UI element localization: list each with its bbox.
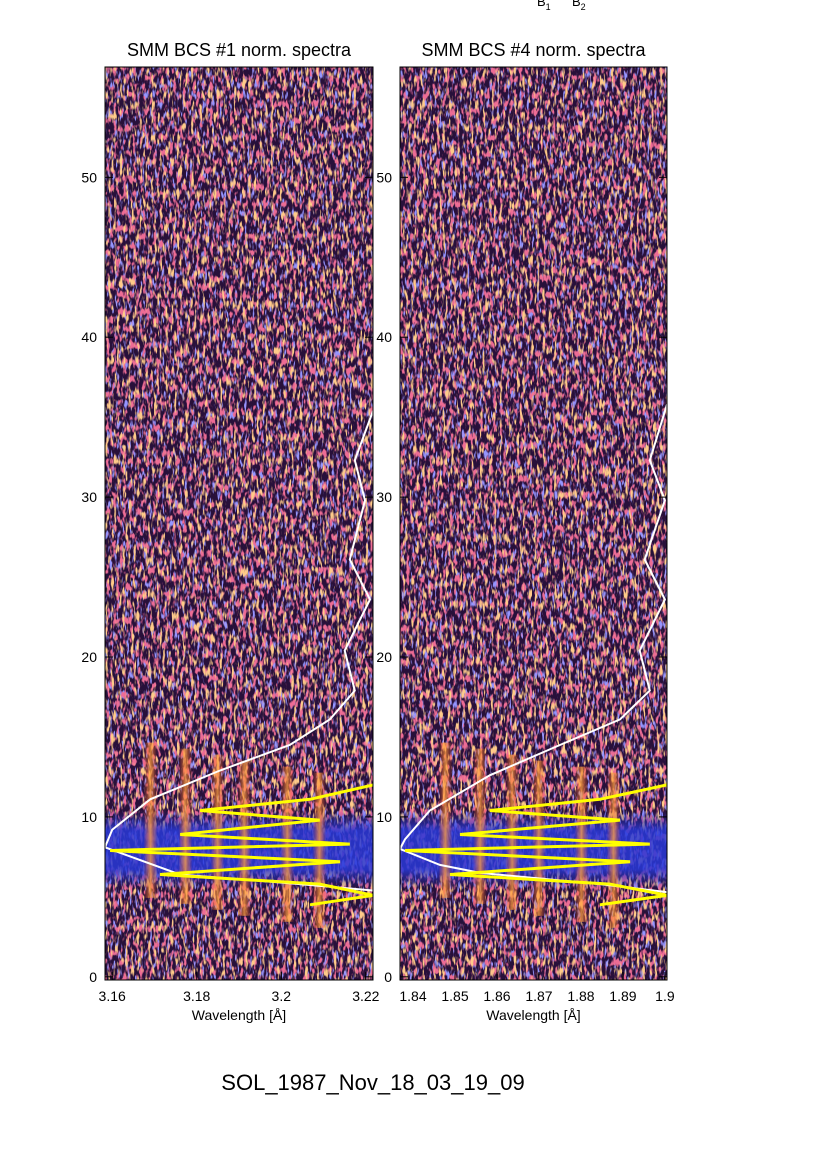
x-tick-label: 1.87 — [525, 988, 552, 1004]
y-tick-label: 50 — [376, 169, 392, 185]
frame — [104, 66, 374, 981]
y-tick-label: 40 — [81, 329, 97, 345]
y-tick-label: 10 — [81, 809, 97, 825]
footer: SOL_1987_Nov_18_03_19_09 — [221, 1070, 524, 1095]
light-curve — [404, 783, 667, 907]
y-tick-label: 20 — [81, 649, 97, 665]
y-tick-label: 40 — [376, 329, 392, 345]
line-emission — [473, 748, 488, 904]
header-label: B2 — [572, 0, 586, 12]
plot-area — [105, 67, 373, 980]
line-emission — [312, 772, 327, 928]
x-tick-label: 1.84 — [399, 988, 426, 1004]
y-tick-label: 0 — [384, 969, 392, 985]
y-tick-label: 20 — [376, 649, 392, 665]
x-tick-label: 1.86 — [483, 988, 510, 1004]
chart-title: SMM BCS #1 norm. spectra — [127, 40, 352, 60]
y-tick-label: 0 — [89, 969, 97, 985]
y-tick-label: 10 — [376, 809, 392, 825]
light-curve — [400, 404, 667, 894]
y-tick-label: 50 — [81, 169, 97, 185]
light-curve — [110, 783, 373, 907]
x-tick-label: 1.89 — [609, 988, 636, 1004]
light-curve — [105, 410, 373, 892]
line-emission — [143, 742, 158, 898]
line-emission — [178, 748, 193, 904]
x-tick-label: 1.85 — [441, 988, 468, 1004]
line-emission — [505, 754, 520, 910]
x-tick-label: 3.16 — [99, 988, 126, 1004]
x-tick-label: 3.22 — [352, 988, 379, 1004]
chart-title: SMM BCS #4 norm. spectra — [421, 40, 646, 60]
plot-area — [400, 67, 667, 980]
x-tick-label: 1.88 — [567, 988, 594, 1004]
line-emission — [606, 772, 621, 928]
x-tick-label: 1.9 — [655, 988, 675, 1004]
x-axis-label: Wavelength [Å] — [486, 1007, 580, 1023]
y-tick-label: 30 — [81, 489, 97, 505]
x-tick-label: 3.18 — [183, 988, 210, 1004]
x-axis-label: Wavelength [Å] — [192, 1007, 286, 1023]
frame — [399, 66, 668, 981]
line-emission — [438, 742, 453, 898]
header-label: B1 — [537, 0, 551, 12]
x-tick-label: 3.2 — [272, 988, 292, 1004]
line-emission — [574, 766, 589, 922]
y-tick-label: 30 — [376, 489, 392, 505]
